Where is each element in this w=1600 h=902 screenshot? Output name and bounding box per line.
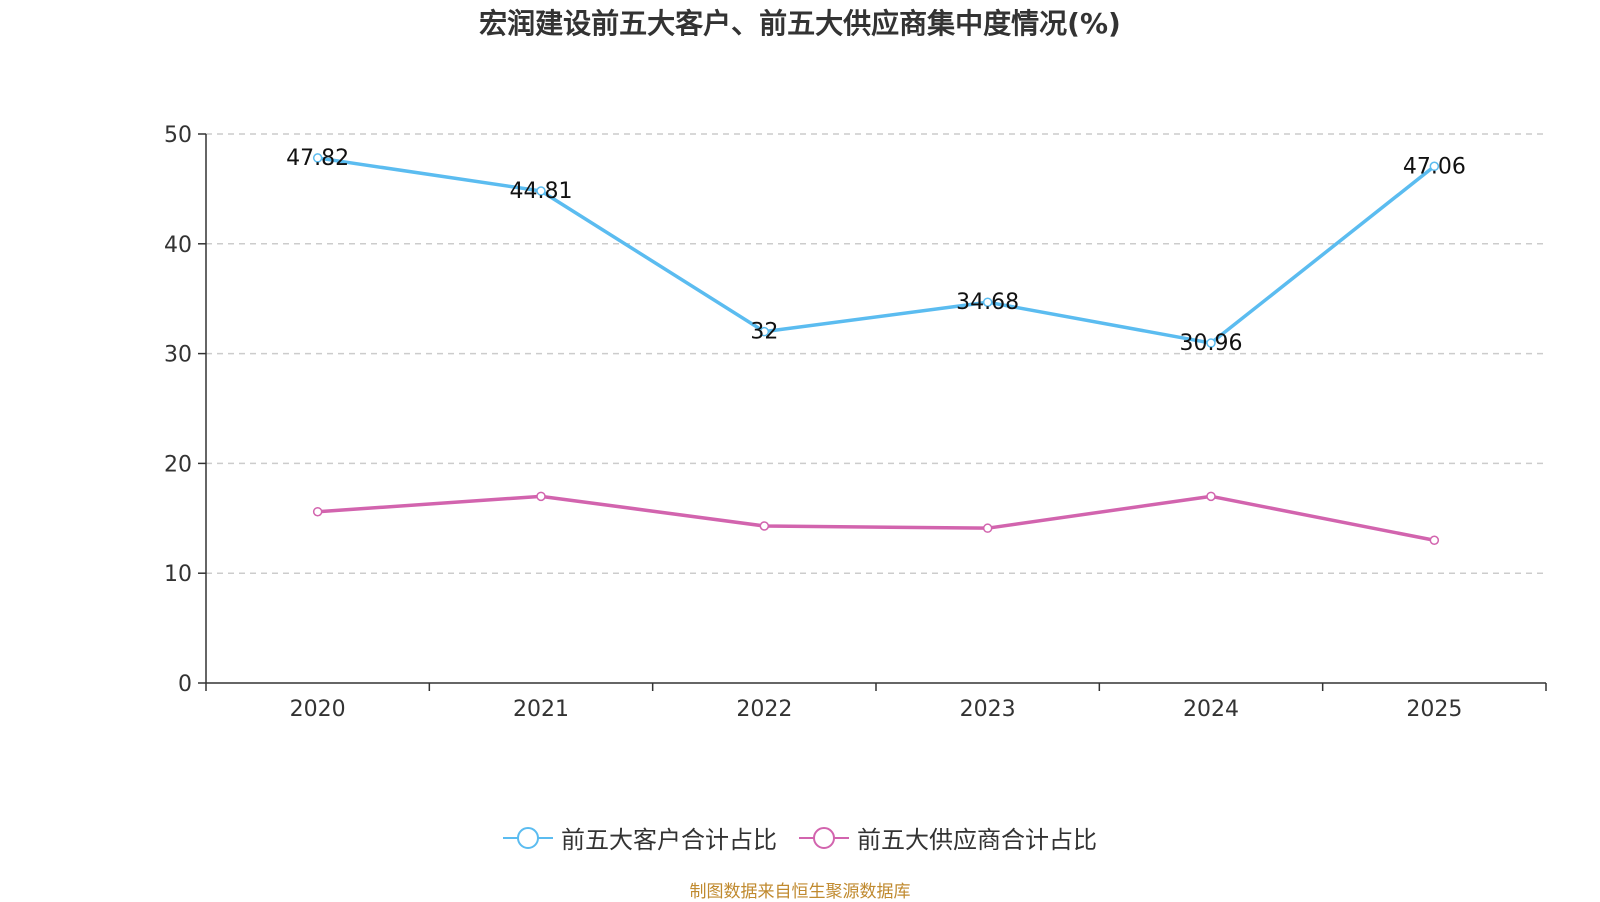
x-tick-label-2022: 2022 xyxy=(736,697,792,722)
data-point-1-2021[interactable] xyxy=(536,491,546,502)
y-tick-label-40: 40 xyxy=(164,233,192,258)
series-line-0 xyxy=(317,156,1436,345)
x-tick-label-2024: 2024 xyxy=(1183,697,1239,722)
data-label-0-2023: 34.68 xyxy=(956,290,1019,315)
data-point-1-2020[interactable] xyxy=(312,506,323,517)
data-label-0-2021: 44.81 xyxy=(510,179,573,204)
data-point-0-2024[interactable] xyxy=(1206,338,1216,348)
data-point-0-2025[interactable] xyxy=(1429,161,1440,172)
gridlines xyxy=(206,133,1546,574)
data-point-0-2022[interactable] xyxy=(759,326,770,337)
x-tick-label-2023: 2023 xyxy=(960,697,1016,722)
y-tick-label-50: 50 xyxy=(164,123,192,148)
x-tick-label-2021: 2021 xyxy=(513,697,569,722)
data-point-0-2020[interactable] xyxy=(312,153,323,163)
data-point-0-2021[interactable] xyxy=(536,186,546,196)
data-label-0-2025: 47.06 xyxy=(1403,154,1466,179)
legend-item-customers[interactable]: 前五大客户合计占比 xyxy=(503,820,777,855)
source-note: 制图数据来自恒生聚源数据库 xyxy=(689,882,911,902)
data-label-0-2024: 30.96 xyxy=(1180,331,1243,356)
x-tick-label-2020: 2020 xyxy=(290,697,346,722)
data-point-1-2024[interactable] xyxy=(1206,491,1216,502)
x-tick-label-2025: 2025 xyxy=(1406,697,1462,722)
data-point-1-2025[interactable] xyxy=(1429,535,1440,546)
data-label-0-2022: 32 xyxy=(750,320,778,345)
legend-marker-suppliers xyxy=(799,826,849,849)
y-tick-label-0: 0 xyxy=(178,672,192,697)
data-point-1-2022[interactable] xyxy=(759,521,770,531)
legend-label-customers: 前五大客户合计占比 xyxy=(561,826,777,854)
data-labels: 47.82 44.81 32 34.68 30.96 47.06 xyxy=(286,146,1466,356)
legend: 前五大客户合计占比 前五大供应商合计占比 xyxy=(0,820,1600,855)
y-tick-label-20: 20 xyxy=(164,452,192,477)
chart-title: 宏润建设前五大客户、前五大供应商集中度情况(%) xyxy=(479,7,1121,40)
series xyxy=(312,153,1440,546)
legend-item-suppliers[interactable]: 前五大供应商合计占比 xyxy=(799,820,1097,855)
data-label-0-2020: 47.82 xyxy=(286,146,349,171)
legend-label-suppliers: 前五大供应商合计占比 xyxy=(857,826,1097,854)
y-tick-label-30: 30 xyxy=(164,343,192,368)
axes: 0 10 20 30 40 50 2020 2021 2022 2023 2024 2025 xyxy=(164,123,1547,722)
y-tick-label-10: 10 xyxy=(164,562,192,587)
data-point-1-2023[interactable] xyxy=(982,523,993,533)
data-point-0-2023[interactable] xyxy=(982,297,993,307)
legend-marker-customers xyxy=(503,826,553,849)
series-line-1 xyxy=(317,494,1435,542)
